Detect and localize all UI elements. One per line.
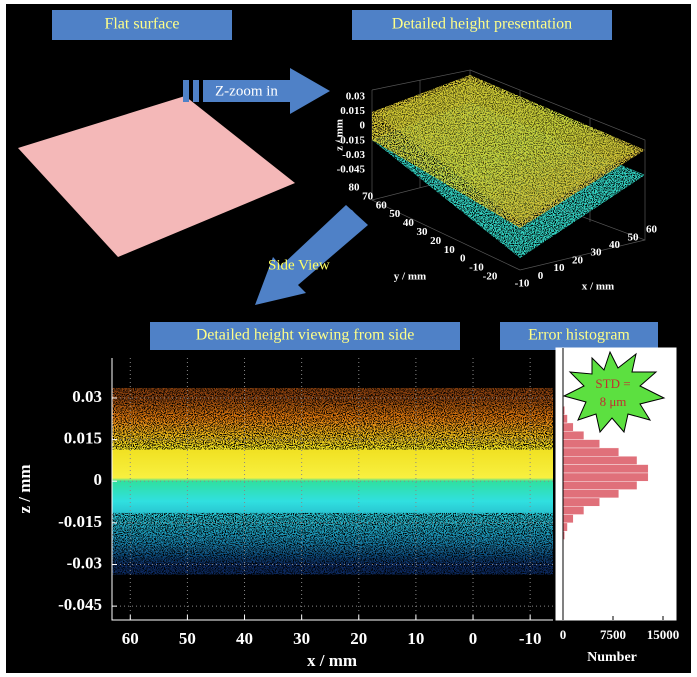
arrow-label: Z-zoom in [215, 83, 278, 99]
banner [52, 10, 232, 40]
hist-bar [562, 456, 638, 465]
flat-surface [18, 96, 295, 257]
x-tick-label: 40 [236, 629, 253, 648]
hist-bar [562, 514, 574, 524]
hist-bar [562, 497, 600, 507]
hist-bar [562, 431, 585, 440]
y-tick-label: -0.015 [58, 512, 102, 531]
y-tick-3d: -10 [469, 262, 484, 274]
z-tick-3d: -0.015 [337, 134, 366, 146]
y-label-3d: y / mm [394, 271, 426, 283]
banner [150, 322, 460, 350]
y-tick-3d: 50 [389, 208, 401, 220]
x-label-3d: x / mm [582, 281, 614, 293]
x-tick-label: 20 [350, 629, 367, 648]
annotation-star [562, 350, 666, 434]
banner-text: Detailed height presentation [392, 16, 572, 33]
y-tick-3d: 20 [430, 235, 442, 247]
banner-text: Flat surface [104, 16, 179, 33]
hist-x-tick-label: 15000 [647, 627, 680, 642]
y-tick-3d: 60 [376, 199, 388, 211]
annotation: STD = [595, 376, 630, 391]
hist-bar [562, 447, 620, 457]
hist-bar [562, 472, 649, 482]
hist-bar [562, 481, 638, 490]
x-tick-3d: 10 [554, 262, 566, 274]
x-tick-3d: -10 [515, 278, 530, 290]
x-tick-3d: 40 [609, 239, 621, 251]
hist-bar [562, 439, 600, 449]
hist-bar [562, 464, 649, 474]
x-tick-3d: 60 [646, 224, 658, 236]
banner [500, 322, 658, 350]
hist-x-tick-label: 7500 [600, 627, 626, 642]
arrow-label: Side View [268, 257, 330, 273]
hist-bar [562, 506, 585, 515]
x-tick-label: 60 [122, 629, 139, 648]
z-tick-3d: -0.045 [337, 164, 366, 176]
x-tick-label: -10 [519, 629, 542, 648]
banner-text: Detailed height viewing from side [196, 327, 415, 344]
x-tick-3d: 20 [572, 254, 584, 266]
y-tick-label: -0.045 [58, 595, 102, 614]
hist-bar [562, 422, 574, 432]
x-tick-3d: 30 [591, 247, 603, 259]
hist-bar [562, 522, 568, 532]
banner-text: Error histogram [528, 327, 630, 344]
surface-3d [372, 75, 645, 228]
x-tick-label: 50 [179, 629, 196, 648]
hist-bar [562, 414, 568, 424]
hist-x-tick-label: 0 [560, 627, 567, 642]
x-tick-label: 10 [407, 629, 424, 648]
y-tick-3d: -20 [483, 271, 498, 283]
z-tick-3d: -0.03 [342, 149, 365, 161]
y-tick-3d: 80 [349, 182, 361, 194]
x-axis-label: x / mm [307, 651, 357, 670]
y-tick-3d: 30 [417, 226, 429, 238]
y-tick-3d: 10 [444, 244, 456, 256]
x-tick-3d: 0 [538, 270, 544, 282]
zoom-arrow [183, 68, 330, 114]
y-tick-3d: 40 [403, 217, 415, 229]
z-tick-3d: 0 [360, 120, 366, 132]
x-tick-3d: 50 [628, 231, 640, 243]
z-tick-3d: 0.015 [340, 105, 365, 117]
y-tick-label: 0 [94, 470, 103, 489]
y-tick-label: -0.03 [67, 553, 102, 572]
y-tick-3d: 70 [362, 190, 374, 202]
annotation: 8 μm [600, 394, 627, 409]
x-tick-label: 30 [293, 629, 310, 648]
side-arrow [255, 205, 368, 305]
x-tick-label: 0 [469, 629, 478, 648]
y-tick-label: 0.03 [72, 387, 102, 406]
z-label-3d: z / mm [334, 119, 346, 151]
axis [111, 358, 553, 621]
hist-x-label: Number [587, 650, 637, 665]
surface-3d-tint [378, 80, 636, 222]
y-tick-3d: 0 [460, 253, 466, 265]
z-tick-3d: 0.03 [346, 91, 366, 103]
banner [352, 10, 612, 40]
y-tick-label: 0.015 [64, 429, 102, 448]
hist-bar [562, 489, 620, 499]
y-axis-label: z / mm [15, 464, 34, 513]
